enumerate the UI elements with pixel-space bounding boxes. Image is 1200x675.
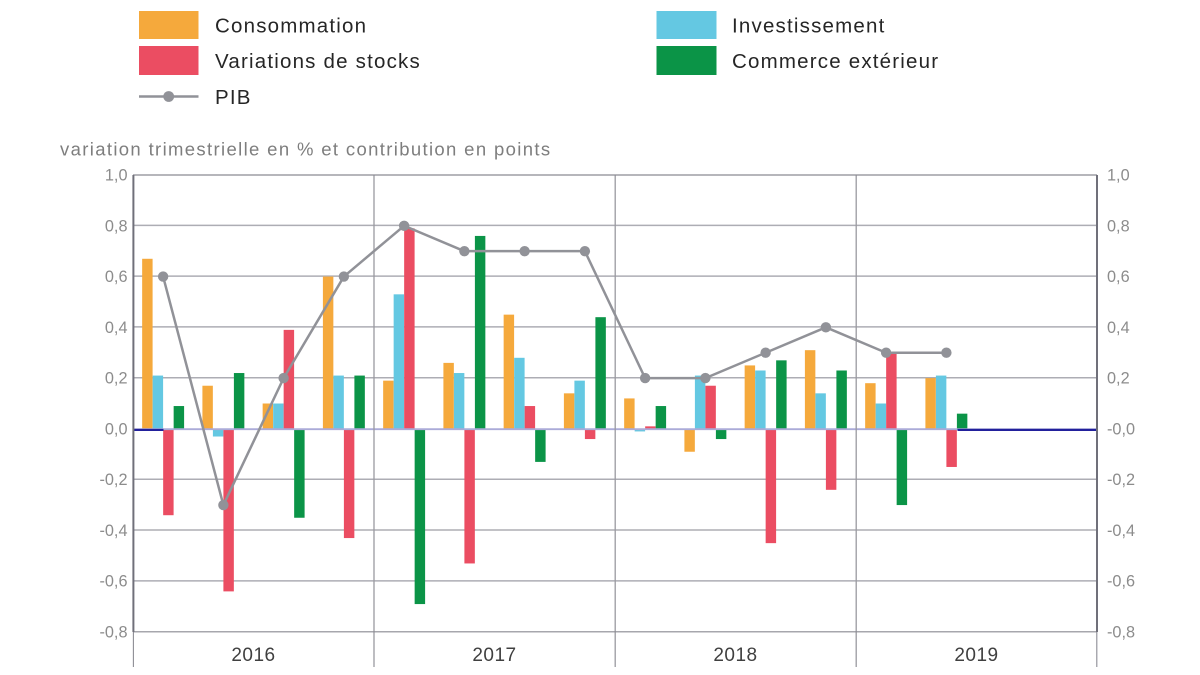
svg-text:Variations de stocks: Variations de stocks xyxy=(215,50,421,73)
svg-text:1,0: 1,0 xyxy=(105,167,128,185)
svg-text:0,2: 0,2 xyxy=(105,370,128,388)
svg-text:-0,4: -0,4 xyxy=(1107,522,1135,540)
svg-text:2018: 2018 xyxy=(713,645,757,666)
svg-text:-0,2: -0,2 xyxy=(99,471,127,489)
svg-text:-0,8: -0,8 xyxy=(1107,624,1135,642)
svg-text:0,0: 0,0 xyxy=(105,420,128,438)
svg-text:2017: 2017 xyxy=(472,645,516,666)
svg-text:variation trimestrielle en % e: variation trimestrielle en % et contribu… xyxy=(60,139,551,160)
svg-text:0,6: 0,6 xyxy=(1107,268,1130,286)
svg-text:0,8: 0,8 xyxy=(1107,217,1130,235)
svg-text:Consommation: Consommation xyxy=(215,14,367,37)
svg-text:-0,0: -0,0 xyxy=(1107,420,1135,438)
svg-text:0,4: 0,4 xyxy=(1107,319,1130,337)
svg-text:0,4: 0,4 xyxy=(105,319,128,337)
svg-text:PIB: PIB xyxy=(215,86,252,109)
svg-text:-0,6: -0,6 xyxy=(1107,573,1135,591)
svg-text:-0,2: -0,2 xyxy=(1107,471,1135,489)
svg-text:2019: 2019 xyxy=(954,645,998,666)
svg-text:2016: 2016 xyxy=(231,645,275,666)
svg-text:-0,6: -0,6 xyxy=(99,573,127,591)
svg-text:0,2: 0,2 xyxy=(1107,370,1130,388)
svg-text:-0,8: -0,8 xyxy=(99,624,127,642)
svg-text:-0,4: -0,4 xyxy=(99,522,127,540)
svg-text:0,8: 0,8 xyxy=(105,217,128,235)
svg-text:1,0: 1,0 xyxy=(1107,167,1130,185)
svg-text:0,6: 0,6 xyxy=(105,268,128,286)
svg-text:Investissement: Investissement xyxy=(732,14,886,37)
svg-text:Commerce extérieur: Commerce extérieur xyxy=(732,50,939,73)
